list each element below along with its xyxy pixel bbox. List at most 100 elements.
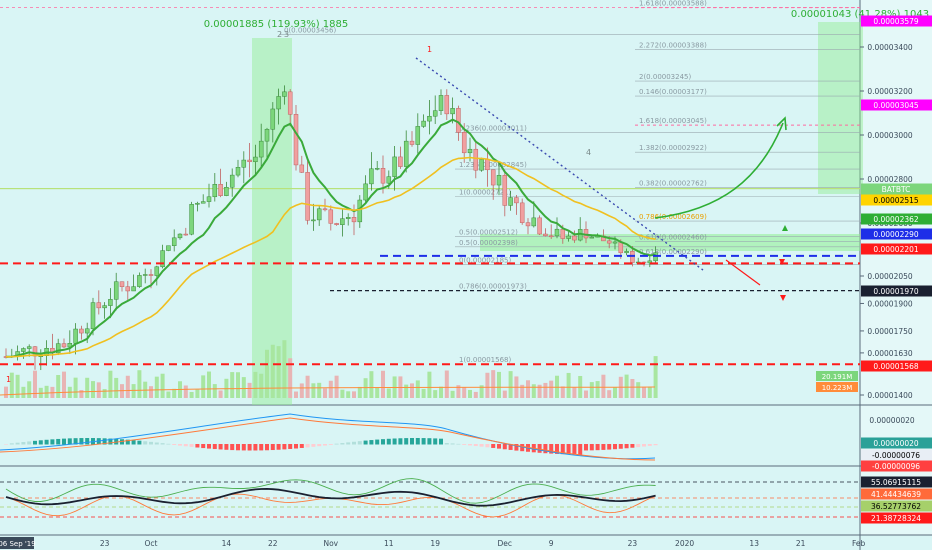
candle-body-49: [287, 91, 293, 115]
candle-body-45: [264, 128, 270, 142]
macd-hist-78: [456, 443, 461, 445]
macd-line: [0, 413, 656, 460]
volume-bar-37: [218, 390, 223, 398]
macd-hist-37: [218, 444, 223, 450]
candle-body-98: [572, 235, 577, 241]
candle-body-90: [525, 222, 531, 227]
volume-bar-112: [653, 356, 658, 398]
volume-badge-1: 10.223M: [822, 384, 853, 392]
macd-hist-66: [386, 438, 391, 445]
time-axis[interactable]: 06 Sep '19 23 Oct 14 22 Nov 11 19 Dec 9 23 2020 13 21…: [0, 537, 865, 549]
macd-hist-67: [392, 438, 397, 445]
candle-body-4: [26, 346, 32, 349]
macd-hist-4: [27, 441, 32, 445]
candle-body-85: [496, 175, 502, 186]
volume-badge-bg-1: [816, 382, 858, 392]
volume-bar-57: [334, 375, 339, 398]
candle-body-95: [554, 228, 560, 237]
macd-hist-96: [560, 444, 565, 455]
candle-body-94: [548, 235, 554, 238]
volume-bar-26: [154, 376, 159, 398]
candle-body-27: [160, 250, 165, 268]
volume-bar-76: [444, 370, 449, 398]
volume-bar-33: [195, 389, 200, 398]
candle-body-61: [357, 199, 363, 223]
macd-pane: [0, 413, 658, 461]
macd-hist-10: [62, 438, 66, 445]
macd-hist-82: [479, 444, 484, 447]
volume-bar-62: [363, 378, 368, 398]
volume-bar-0: [4, 386, 8, 398]
macd-hist-8: [50, 439, 55, 445]
candle-body-73: [427, 115, 432, 122]
volume-bar-60: [352, 391, 356, 398]
macd-hist-27: [160, 443, 165, 445]
rsi-badge-0: 55.06915115: [871, 478, 921, 487]
price-badge-5: 0.00002290: [873, 230, 919, 239]
fib-label-4: 0.146(0.00003177): [639, 88, 707, 96]
candle-body-22: [131, 286, 136, 292]
projection-curve: [654, 122, 784, 219]
candle-body-92: [537, 217, 542, 235]
candle-body-68: [398, 156, 403, 167]
volume-bar-32: [189, 391, 194, 398]
candle-body-64: [374, 168, 380, 170]
volume-bar-12: [73, 377, 78, 398]
volume-bar-47: [276, 346, 281, 398]
measure-right-label: 0.00001043 (41.28%) 1043: [791, 9, 929, 20]
signal-arrow-2: [780, 295, 786, 301]
macd-hist-88: [514, 444, 519, 451]
candle-body-66: [386, 176, 392, 184]
volume-bar-22: [131, 384, 136, 398]
time-label-0: 06 Sep '19: [0, 540, 36, 548]
bearish-projection: [725, 259, 761, 286]
candlesticks[interactable]: [3, 85, 658, 371]
volume-bar-66: [386, 388, 391, 398]
volume-bar-103: [601, 374, 606, 398]
projection-arrowhead: [776, 116, 787, 131]
candle-body-10: [61, 343, 67, 348]
candle-body-91: [531, 217, 537, 227]
ema-fast-line: [5, 118, 656, 358]
candle-body-32: [189, 204, 194, 235]
price-tick-label-8: 0.00001630: [867, 349, 913, 358]
macd-badge-0-bg: [861, 437, 932, 449]
volume-bar-25: [149, 386, 153, 398]
measure-left-label: 0.00001885 (119.93%) 1885: [204, 19, 349, 30]
candle-body-69: [403, 140, 409, 167]
candle-body-111: [647, 260, 653, 264]
candle-body-55: [322, 208, 328, 211]
label-high-b: 3: [284, 30, 289, 39]
volume-bar-81: [473, 391, 478, 398]
candle-body-60: [351, 217, 357, 223]
volume-bar-104: [607, 390, 612, 398]
volume-bar-82: [479, 385, 484, 398]
candle-body-67: [392, 156, 397, 177]
candle-body-53: [311, 219, 316, 222]
macd-hist-106: [618, 444, 623, 449]
volume-bar-105: [613, 386, 617, 398]
time-label-5: Nov: [323, 539, 338, 548]
macd-hist-43: [253, 444, 258, 451]
fib-label-13: 0.618(0.00002460): [639, 234, 707, 242]
candle-body-56: [328, 209, 334, 224]
volume-bar-41: [241, 377, 246, 398]
candle-body-42: [247, 159, 252, 163]
price-badge-5-bg: [861, 228, 932, 240]
candle-body-84: [490, 169, 496, 186]
volume-bar-35: [207, 371, 211, 398]
volume-bar-63: [369, 371, 374, 398]
candle-body-81: [473, 148, 479, 171]
macd-hist-74: [433, 438, 438, 445]
macd-tick-label: 0.00000020: [869, 416, 915, 425]
macd-hist-103: [601, 444, 606, 450]
fibonacci-levels: 1.618(0.00003588) 0(0.00003456) 2.272(0.00…: [280, 0, 860, 364]
candle-body-12: [73, 328, 78, 344]
macd-hist-13: [79, 438, 84, 445]
macd-hist-11: [67, 438, 72, 445]
volume-bar-97: [566, 372, 571, 398]
volume-bar-44: [259, 373, 264, 398]
macd-hist-24: [143, 441, 148, 445]
